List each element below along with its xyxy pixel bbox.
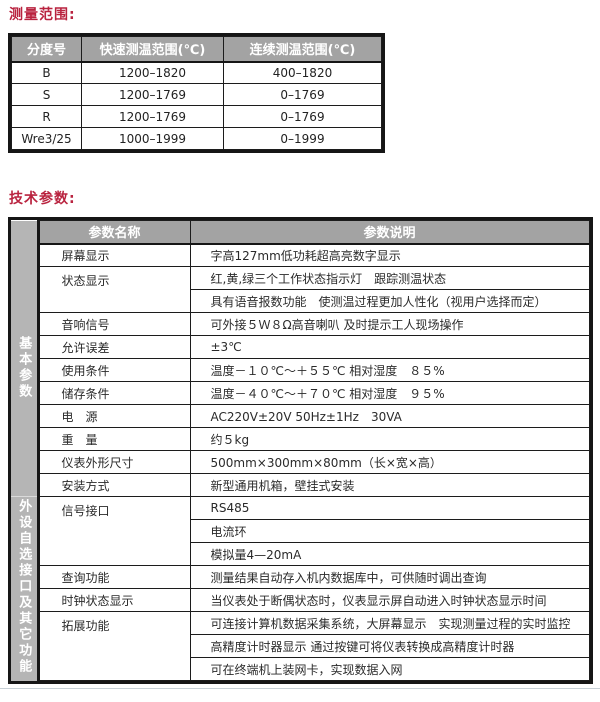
col-header-parameter-name: 参数名称 bbox=[37, 220, 191, 245]
table-row: 音响信号 可外接５Ｗ８Ω高音喇叭 及时提示工人现场操作 bbox=[11, 312, 590, 336]
group-label: 外设自选接口及其它功能 bbox=[16, 499, 32, 676]
param-name: 安装方式 bbox=[37, 473, 191, 497]
table-row: 拓展功能 可连接计算机数据采集系统，大屏幕显示 实现测量过程的实时监控 bbox=[11, 611, 590, 681]
param-desc: 温度－４０℃～＋７０℃ 相对湿度 ９５% bbox=[189, 381, 590, 405]
param-desc: 温度－１０℃～＋５５℃ 相对湿度 ８５% bbox=[189, 358, 590, 382]
param-desc: 模拟量4—20mA bbox=[189, 542, 590, 566]
cell-fast-range: 1200–1820 bbox=[81, 61, 224, 84]
param-desc: 500mm×300mm×80mm（长×宽×高） bbox=[189, 450, 590, 474]
table-row: 查询功能 测量结果自动存入机内数据库中，可供随时调出查询 bbox=[11, 565, 590, 589]
cell-index-no: Wre3/25 bbox=[11, 127, 82, 150]
param-name: 屏幕显示 bbox=[37, 243, 191, 267]
measurement-header-row: 分度号 快速测温范围(℃) 连续测温范围(℃) bbox=[11, 36, 382, 63]
cell-index-no: B bbox=[11, 61, 82, 84]
param-desc: 具有语音报数功能 使测温过程更加人性化（视用户选择而定） bbox=[189, 289, 590, 313]
page-bottom-divider bbox=[0, 688, 600, 689]
table-row: R 1200–1769 0–1769 bbox=[11, 105, 382, 128]
param-name: 电 源 bbox=[37, 404, 191, 428]
param-desc: 测量结果自动存入机内数据库中，可供随时调出查询 bbox=[189, 565, 590, 589]
table-row: B 1200–1820 400–1820 bbox=[11, 61, 382, 84]
table-row: 时钟状态显示 当仪表处于断偶状态时，仪表显示屏自动进入时钟状态显示时间 bbox=[11, 588, 590, 612]
param-desc: 可外接５Ｗ８Ω高音喇叭 及时提示工人现场操作 bbox=[189, 312, 590, 336]
group-basic-parameters: 基本参数 bbox=[11, 243, 40, 497]
param-desc: 字高127mm低功耗超高亮数字显示 bbox=[189, 243, 590, 267]
parameters-header-row: 参数名称 参数说明 bbox=[11, 220, 590, 245]
col-header-continuous-range: 连续测温范围(℃) bbox=[223, 36, 382, 63]
cell-fast-range: 1200–1769 bbox=[81, 83, 224, 106]
param-name: 仪表外形尺寸 bbox=[37, 450, 191, 474]
table-row: 具有语音报数功能 使测温过程更加人性化（视用户选择而定） bbox=[11, 289, 590, 313]
measurement-range-title: 测量范围: bbox=[9, 7, 76, 23]
table-row: 基本参数 屏幕显示 字高127mm低功耗超高亮数字显示 bbox=[11, 243, 590, 497]
technical-parameters-title: 技术参数: bbox=[9, 191, 76, 207]
table-row: 电 源 AC220V±20V 50Hz±1Hz 30VA bbox=[11, 404, 590, 428]
param-name: 信号接口 bbox=[37, 496, 191, 566]
table-row: 状态显示 红,黄,绿三个工作状态指示灯 跟踪测温状态 bbox=[11, 266, 590, 313]
param-desc: 可在终端机上装网卡，实现数据入网 bbox=[189, 657, 590, 681]
table-row: 模拟量4—20mA bbox=[11, 542, 590, 566]
col-header-parameter-description: 参数说明 bbox=[189, 220, 590, 245]
cell-index-no: S bbox=[11, 83, 82, 106]
param-desc: AC220V±20V 50Hz±1Hz 30VA bbox=[189, 404, 590, 428]
group-label: 基本参数 bbox=[16, 336, 32, 401]
table-row: 重 量 约５kg bbox=[11, 427, 590, 451]
cell-continuous-range: 0–1769 bbox=[223, 83, 382, 106]
param-name: 状态显示 bbox=[37, 266, 191, 313]
param-desc: 当仪表处于断偶状态时，仪表显示屏自动进入时钟状态显示时间 bbox=[189, 588, 590, 612]
param-desc: 新型通用机箱，壁挂式安装 bbox=[189, 473, 590, 497]
table-row: 安装方式 新型通用机箱，壁挂式安装 bbox=[11, 473, 590, 497]
param-desc: RS485 bbox=[189, 496, 590, 520]
table-row: 高精度计时器显示 通过按键可将仪表转换成高精度计时器 bbox=[11, 634, 590, 658]
param-name: 拓展功能 bbox=[37, 611, 191, 681]
table-row: 储存条件 温度－４０℃～＋７０℃ 相对湿度 ９５% bbox=[11, 381, 590, 405]
param-desc: 电流环 bbox=[189, 519, 590, 543]
technical-parameters-table: 参数名称 参数说明 基本参数 屏幕显示 字高127mm低功耗超高亮数字显示 状态… bbox=[8, 217, 593, 684]
cell-continuous-range: 0–1769 bbox=[223, 105, 382, 128]
cell-continuous-range: 0–1999 bbox=[223, 127, 382, 150]
param-desc: 可连接计算机数据采集系统，大屏幕显示 实现测量过程的实时监控 bbox=[189, 611, 590, 635]
table-row: S 1200–1769 0–1769 bbox=[11, 83, 382, 106]
group-column-header-spacer bbox=[11, 220, 40, 244]
table-row: 外设自选接口及其它功能 信号接口 RS485 bbox=[11, 496, 590, 681]
cell-continuous-range: 400–1820 bbox=[223, 61, 382, 84]
cell-fast-range: 1200–1769 bbox=[81, 105, 224, 128]
group-peripheral-optional-interfaces: 外设自选接口及其它功能 bbox=[11, 496, 40, 681]
param-name: 使用条件 bbox=[37, 358, 191, 382]
cell-index-no: R bbox=[11, 105, 82, 128]
table-row: 仪表外形尺寸 500mm×300mm×80mm（长×宽×高） bbox=[11, 450, 590, 474]
cell-fast-range: 1000–1999 bbox=[81, 127, 224, 150]
param-name: 时钟状态显示 bbox=[37, 588, 191, 612]
param-desc: ±3℃ bbox=[189, 335, 590, 359]
param-name: 音响信号 bbox=[37, 312, 191, 336]
param-name: 储存条件 bbox=[37, 381, 191, 405]
col-header-fast-range: 快速测温范围(℃) bbox=[81, 36, 224, 63]
param-desc: 约５kg bbox=[189, 427, 590, 451]
spec-sheet-page: 测量范围: 分度号 快速测温范围(℃) 连续测温范围(℃) B 1200–182… bbox=[8, 7, 593, 684]
param-name: 重 量 bbox=[37, 427, 191, 451]
table-row: Wre3/25 1000–1999 0–1999 bbox=[11, 127, 382, 150]
param-name: 允许误差 bbox=[37, 335, 191, 359]
col-header-index-number: 分度号 bbox=[11, 36, 82, 63]
param-desc: 红,黄,绿三个工作状态指示灯 跟踪测温状态 bbox=[189, 266, 590, 290]
measurement-range-table: 分度号 快速测温范围(℃) 连续测温范围(℃) B 1200–1820 400–… bbox=[8, 33, 385, 153]
param-desc: 高精度计时器显示 通过按键可将仪表转换成高精度计时器 bbox=[189, 634, 590, 658]
table-row: 允许误差 ±3℃ bbox=[11, 335, 590, 359]
table-row: 使用条件 温度－１０℃～＋５５℃ 相对湿度 ８５% bbox=[11, 358, 590, 382]
param-name: 查询功能 bbox=[37, 565, 191, 589]
table-row: 可在终端机上装网卡，实现数据入网 bbox=[11, 657, 590, 681]
